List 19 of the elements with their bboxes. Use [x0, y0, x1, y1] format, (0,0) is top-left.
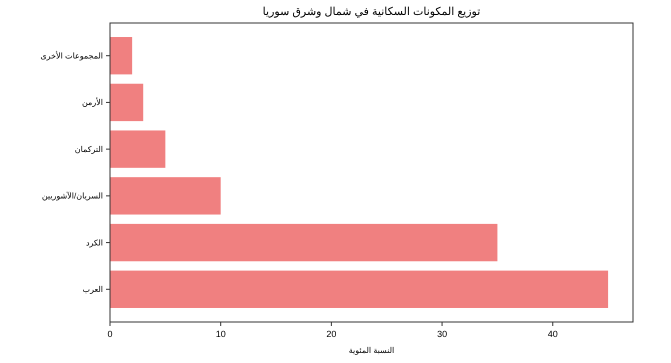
bar [110, 177, 221, 215]
x-tick-label: 40 [548, 329, 558, 339]
y-tick-label: العرب [82, 285, 103, 294]
y-tick-label: الكرد [86, 238, 103, 248]
x-tick-label: 10 [216, 329, 226, 339]
y-tick-label: المجموعات الأخرى [40, 50, 103, 61]
y-tick-label: السريان/الآشوريين [42, 192, 103, 201]
chart-title: توزيع المكونات السكانية في شمال وشرق سوريا [262, 6, 480, 18]
bar [110, 37, 132, 74]
y-tick-label: الأرمن [82, 97, 103, 108]
y-tick-label: التركمان [74, 144, 103, 154]
bar [110, 84, 144, 122]
bar [110, 224, 498, 262]
bar [110, 270, 608, 308]
x-tick-label: 0 [107, 329, 113, 339]
x-axis-title: النسبة المئوية [348, 346, 394, 355]
x-tick-label: 20 [326, 329, 336, 339]
x-tick-label: 30 [437, 329, 448, 339]
bar [110, 130, 166, 168]
